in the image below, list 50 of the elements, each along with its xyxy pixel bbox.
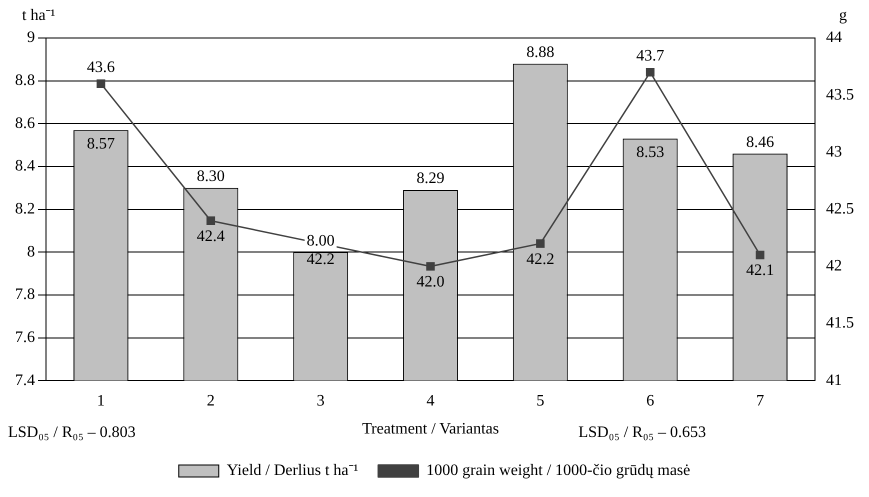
data-label: 8.30	[196, 168, 225, 186]
data-label: 8.53	[636, 144, 664, 161]
y2-axis-title: g	[839, 7, 847, 24]
point	[96, 79, 106, 88]
point	[646, 68, 654, 77]
text: LSD₀₅ / R₀₅ – 0.653	[578, 424, 706, 442]
x-tick-label: 4	[426, 392, 434, 410]
y2-tick-label: 41	[826, 372, 842, 389]
data-label: 42.0	[416, 274, 444, 291]
point	[756, 250, 764, 260]
data-label: 8.46	[746, 134, 774, 151]
data-label: 8.29	[416, 170, 444, 188]
x-tick-label: 2	[206, 392, 215, 410]
data-label: 42.2	[306, 250, 335, 268]
data-label: 42.1	[746, 262, 774, 280]
y-tick-label: 8.6	[15, 114, 35, 132]
x-tick-label: 6	[646, 392, 654, 410]
point	[426, 262, 435, 271]
y-axis-title: t ha⁻¹	[22, 7, 56, 24]
y-tick-label: 7.8	[15, 286, 35, 304]
y-tick-label: 8	[27, 243, 35, 260]
x-tick-label: 3	[316, 392, 325, 410]
y-tick-label: 8.2	[15, 200, 35, 218]
data-label: 8.57	[86, 135, 115, 152]
data-label: 42.2	[526, 250, 554, 268]
data-label: 8.00	[306, 232, 335, 250]
text: LSD₀₅ / R₀₅ – 0.803	[8, 424, 136, 442]
y2-tick-label: 42	[826, 258, 842, 275]
data-label: 43.6	[86, 58, 115, 76]
point	[536, 239, 545, 248]
y-tick-label: 7.6	[15, 328, 35, 346]
y2-tick-label: 43.5	[826, 86, 854, 104]
x-tick-label: 7	[756, 392, 764, 410]
x-tick-label: 1	[96, 392, 105, 410]
x-tick-label: 5	[536, 392, 544, 410]
data-label: 42.4	[196, 228, 225, 245]
y2-tick-label: 41.5	[826, 314, 854, 332]
y2-tick-label: 44	[826, 29, 842, 46]
y2-tick-label: 42.5	[826, 200, 854, 218]
y-tick-label: 8.8	[15, 72, 35, 90]
x-axis-title: Treatment / Variantas	[362, 420, 499, 438]
legend-label: Yield / Derlius t ha⁻¹	[226, 462, 359, 480]
y2-tick-label: 43	[826, 143, 842, 160]
point	[206, 216, 216, 226]
y-tick-label: 7.4	[15, 372, 35, 389]
y-tick-label: 8.4	[15, 158, 35, 175]
legend-label: 1000 grain weight / 1000-čio grūdų masė	[426, 462, 690, 480]
data-label: 43.7	[636, 47, 664, 64]
data-label: 8.88	[526, 44, 554, 61]
y-tick-label: 9	[27, 29, 35, 46]
